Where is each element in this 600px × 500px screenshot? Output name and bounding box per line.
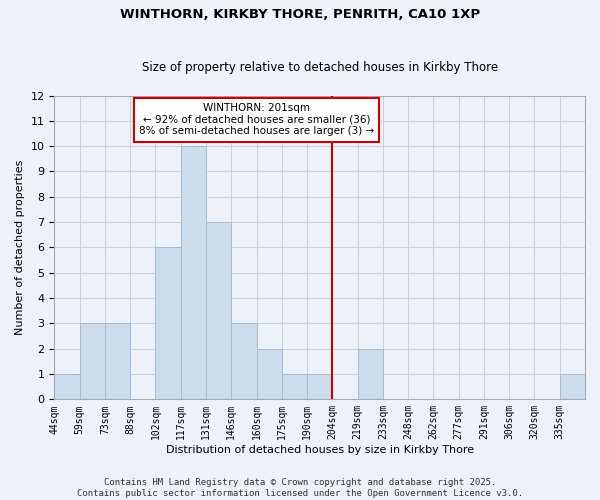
Bar <box>80 324 105 400</box>
Bar <box>257 348 282 400</box>
Bar <box>206 222 231 400</box>
Y-axis label: Number of detached properties: Number of detached properties <box>15 160 25 335</box>
Bar <box>282 374 307 400</box>
Text: WINTHORN: 201sqm
← 92% of detached houses are smaller (36)
8% of semi-detached h: WINTHORN: 201sqm ← 92% of detached house… <box>139 103 374 136</box>
Bar <box>358 348 383 400</box>
Text: Contains HM Land Registry data © Crown copyright and database right 2025.
Contai: Contains HM Land Registry data © Crown c… <box>77 478 523 498</box>
Title: Size of property relative to detached houses in Kirkby Thore: Size of property relative to detached ho… <box>142 60 498 74</box>
Bar <box>560 374 585 400</box>
Bar <box>105 324 130 400</box>
X-axis label: Distribution of detached houses by size in Kirkby Thore: Distribution of detached houses by size … <box>166 445 474 455</box>
Bar <box>55 374 80 400</box>
Text: WINTHORN, KIRKBY THORE, PENRITH, CA10 1XP: WINTHORN, KIRKBY THORE, PENRITH, CA10 1X… <box>120 8 480 20</box>
Bar <box>181 146 206 400</box>
Bar <box>307 374 332 400</box>
Bar <box>155 248 181 400</box>
Bar <box>231 324 257 400</box>
